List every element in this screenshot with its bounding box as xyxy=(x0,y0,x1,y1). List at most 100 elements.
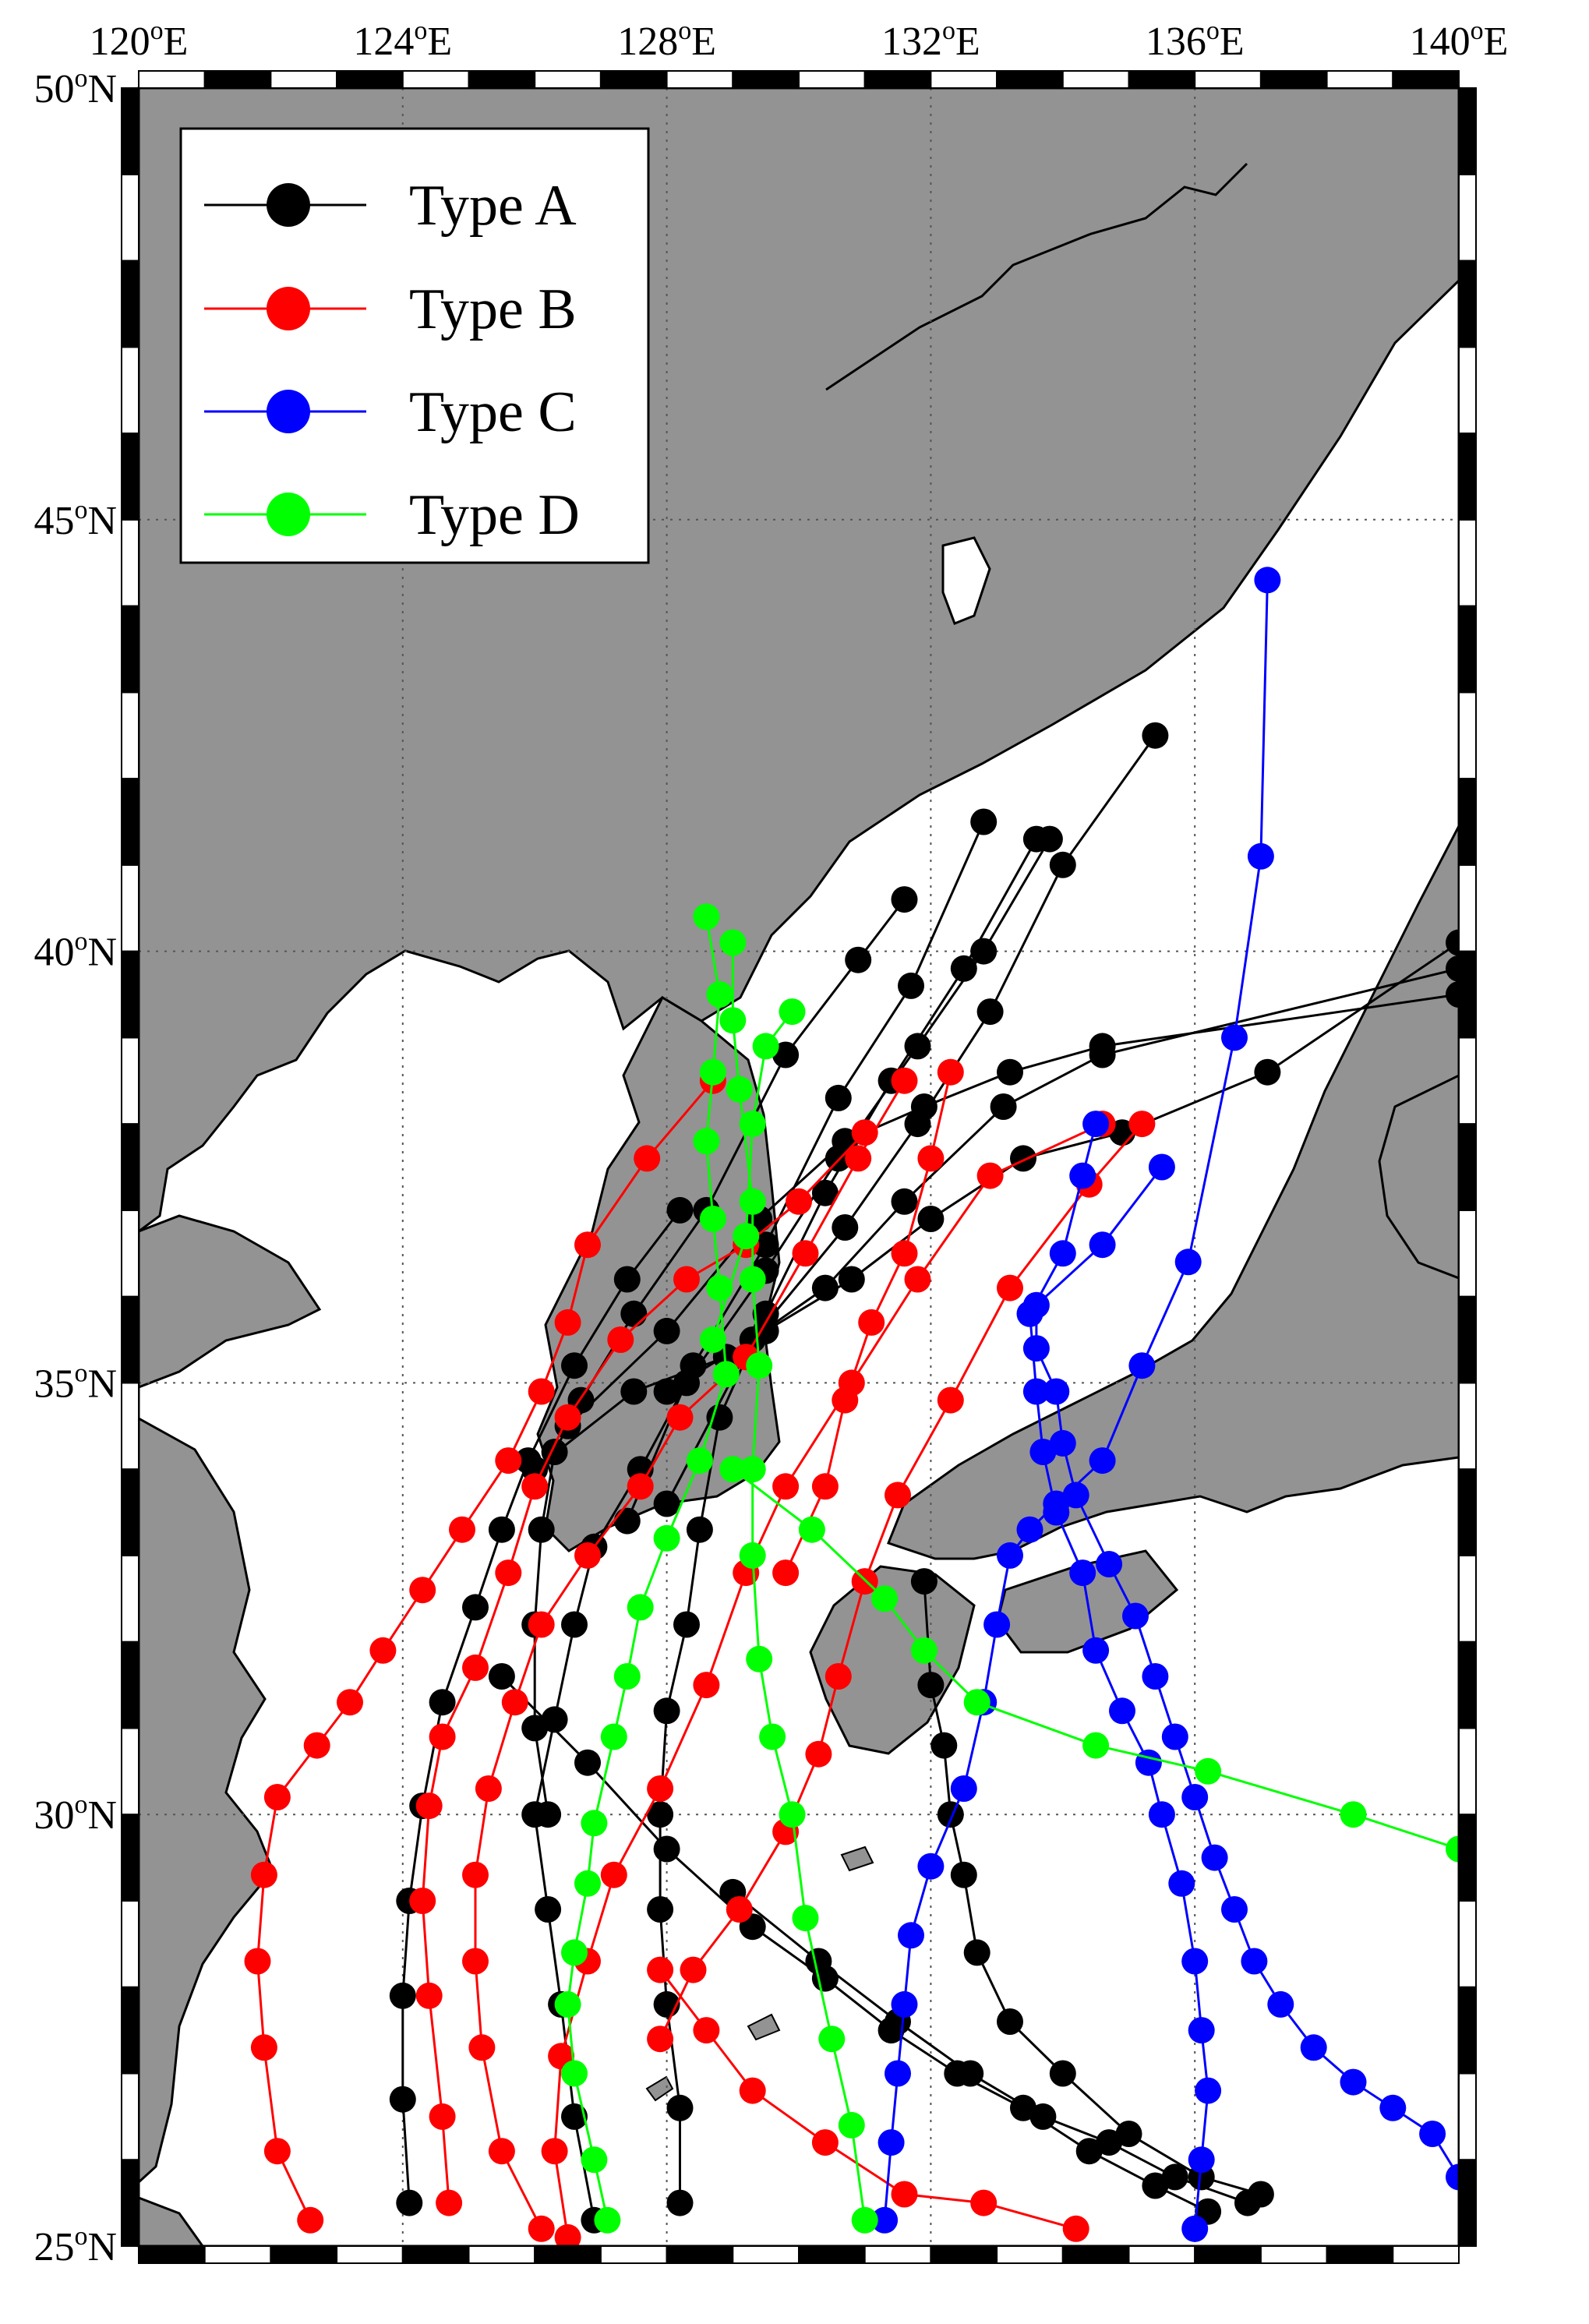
track-point xyxy=(297,2206,324,2234)
track-point xyxy=(1142,722,1169,749)
track-point xyxy=(871,2206,899,2234)
track-point xyxy=(541,2138,568,2165)
track-point xyxy=(429,1723,456,1750)
track-point xyxy=(1022,1291,1050,1319)
track-point xyxy=(600,1723,627,1750)
track-point xyxy=(686,1447,713,1475)
track-point xyxy=(1181,1948,1209,1975)
frame-bar-left xyxy=(121,1986,139,2075)
track-type-a xyxy=(521,886,918,1828)
track-point xyxy=(1188,2146,1215,2174)
track-point xyxy=(1082,1111,1110,1138)
track-point xyxy=(1122,1602,1149,1630)
track-point xyxy=(1181,1784,1209,1810)
frame-bar-left xyxy=(121,1123,139,1211)
legend-label-b: Type B xyxy=(409,277,577,341)
track-point xyxy=(415,1982,443,2009)
track-point xyxy=(653,1835,680,1863)
frame-bar-bottom xyxy=(203,2245,272,2264)
track-point xyxy=(1069,1559,1096,1587)
frame-bar-left xyxy=(121,691,139,780)
frame-bar-bottom xyxy=(1259,2245,1328,2264)
track-point xyxy=(554,1404,581,1431)
x-tick-label: 136oE xyxy=(1146,16,1245,64)
track-point xyxy=(250,2034,277,2061)
track-point xyxy=(541,1706,568,1733)
frame-bar-right xyxy=(1458,778,1477,866)
track-point xyxy=(574,1542,601,1569)
track-point xyxy=(805,1740,832,1768)
track-point xyxy=(554,2223,581,2246)
y-tick-label: 50oN xyxy=(34,64,117,111)
track-point xyxy=(786,1188,812,1215)
track-point xyxy=(1142,2172,1169,2199)
x-tick-label: 132oE xyxy=(881,16,980,64)
frame-bar-top xyxy=(732,70,800,89)
track-point xyxy=(798,1516,825,1543)
track-point xyxy=(1446,2163,1459,2191)
frame-bar-left xyxy=(121,1209,139,1298)
track-point xyxy=(409,1577,436,1604)
track-point xyxy=(891,1990,918,2018)
track-point xyxy=(877,2129,905,2156)
track-point xyxy=(851,1119,878,1146)
track-point xyxy=(818,2026,846,2053)
y-tick-label: 40oN xyxy=(34,927,117,975)
track-point xyxy=(666,1196,694,1224)
map-frame xyxy=(121,70,1477,2264)
track-point xyxy=(1446,981,1459,1008)
frame-bar-left xyxy=(121,2159,139,2247)
track-point xyxy=(937,1386,964,1414)
track-point xyxy=(699,1206,726,1232)
track-point xyxy=(832,1386,859,1414)
track-point xyxy=(620,1300,648,1327)
frame-bar-right xyxy=(1458,2072,1477,2161)
track-point xyxy=(1419,2121,1446,2147)
track-point xyxy=(1446,929,1459,956)
track-point xyxy=(634,1145,661,1172)
frame-bar-top xyxy=(599,70,668,89)
track-point xyxy=(495,1559,522,1587)
track-point xyxy=(825,1084,852,1111)
track-point xyxy=(475,1775,502,1802)
track-type-d xyxy=(719,1456,1459,1863)
frame-bar-bottom xyxy=(1392,2245,1460,2264)
frame-bar-left xyxy=(121,950,139,1039)
frame-bar-right xyxy=(1458,1554,1477,1643)
track-point xyxy=(1043,1499,1070,1526)
track-point xyxy=(898,1922,924,1949)
frame-bar-right xyxy=(1458,87,1477,175)
frame-bar-bottom xyxy=(863,2245,932,2264)
track-point xyxy=(937,1058,964,1086)
frame-bar-top xyxy=(1194,70,1262,89)
frame-bar-left xyxy=(121,1814,139,1902)
track-point xyxy=(647,1801,674,1828)
track-point xyxy=(1379,2094,1407,2121)
frame-bar-bottom xyxy=(138,2245,206,2264)
frame-bar-left xyxy=(121,433,139,521)
track-point xyxy=(891,886,918,913)
track-point xyxy=(845,946,872,973)
track-point xyxy=(554,1990,581,2018)
frame-bar-right xyxy=(1458,1209,1477,1298)
track-point xyxy=(462,1594,489,1621)
frame-bar-left xyxy=(121,2072,139,2161)
track-point xyxy=(983,1611,1011,1638)
track-point xyxy=(1247,842,1274,870)
legend-entry-d: Type D xyxy=(204,483,580,547)
track-point xyxy=(997,2008,1023,2035)
legend-entry-c: Type C xyxy=(204,380,577,444)
track-type-a xyxy=(488,1663,1222,2225)
track-point xyxy=(944,2060,971,2087)
track-point xyxy=(739,1542,766,1569)
track-point xyxy=(811,2129,839,2156)
frame-bar-top xyxy=(138,70,206,89)
frame-bar-left xyxy=(121,260,139,348)
track-point xyxy=(1089,1231,1116,1259)
track-point xyxy=(719,1456,747,1483)
track-point xyxy=(409,1888,436,1914)
track-point xyxy=(997,1274,1023,1302)
track-point xyxy=(449,1516,475,1543)
frame-bar-right xyxy=(1458,1037,1477,1125)
track-point xyxy=(910,1637,938,1664)
